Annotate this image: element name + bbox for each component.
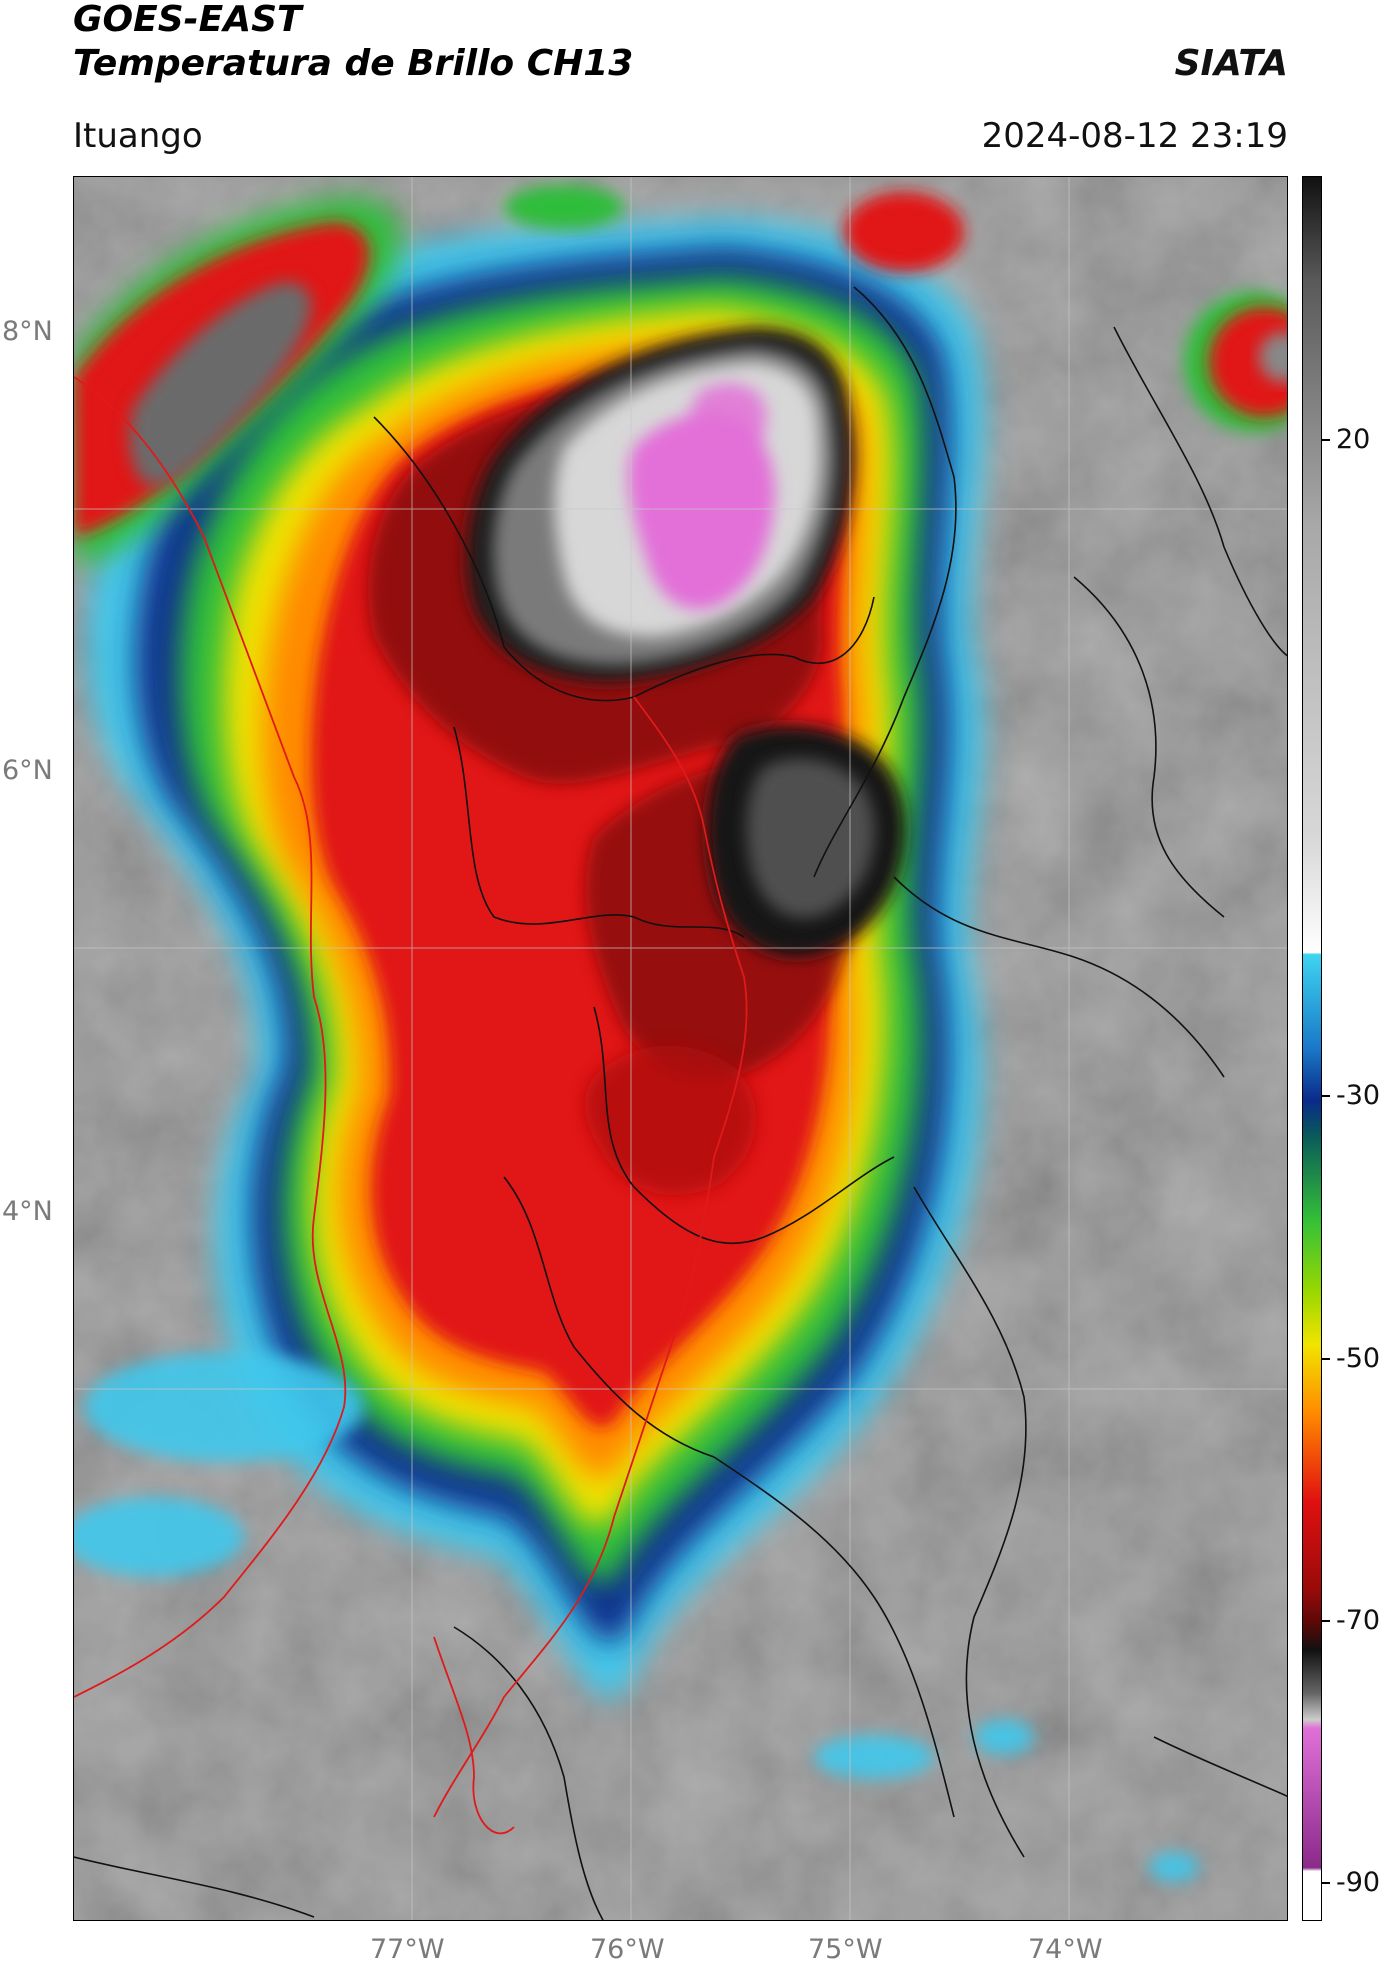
convective-cell-northwest [74, 197, 401, 567]
colorbar-tick-neg30 [1322, 1095, 1330, 1097]
colorbar-label-neg50: -50 [1336, 1343, 1381, 1374]
lon-label-75w: 75°W [808, 1934, 883, 1965]
map-svg [74, 177, 1287, 1920]
colorbar-tick-neg90 [1322, 1882, 1330, 1884]
lon-label-77w: 77°W [370, 1934, 445, 1965]
lat-label-8n: 8°N [2, 316, 53, 347]
lon-label-76w: 76°W [590, 1934, 665, 1965]
location-label: Ituango [73, 116, 203, 156]
lat-label-6n: 6°N [2, 755, 53, 786]
map-gridlines [74, 177, 1287, 1920]
cold-cloud-top-north [466, 327, 855, 682]
colorbar-tick-neg70 [1322, 1620, 1330, 1622]
lat-label-4n: 4°N [2, 1196, 53, 1227]
colorbar [1302, 176, 1322, 1921]
colorbar-label-neg30: -30 [1336, 1080, 1381, 1111]
colorbar-tick-20 [1322, 439, 1330, 441]
lon-label-74w: 74°W [1028, 1934, 1103, 1965]
region-outline-red [74, 376, 748, 1835]
organization-label: SIATA [1174, 43, 1288, 84]
timestamp-label: 2024-08-12 23:19 [981, 116, 1288, 156]
convective-cell-northeast [504, 185, 1287, 432]
colorbar-label-20: 20 [1336, 424, 1371, 455]
satellite-map[interactable] [73, 176, 1288, 1921]
scattered-cloud-patches [74, 1352, 1199, 1882]
colorbar-label-neg90: -90 [1336, 1867, 1381, 1898]
map-title-satellite: GOES-EAST [73, 0, 302, 40]
cold-cloud-top-central [707, 725, 906, 957]
department-boundaries [74, 286, 1287, 1920]
colorbar-label-neg70: -70 [1336, 1605, 1381, 1636]
map-title-product: Temperatura de Brillo CH13 [73, 43, 634, 84]
colorbar-tick-neg50 [1322, 1358, 1330, 1360]
colorbar-gradient [1303, 177, 1321, 1920]
